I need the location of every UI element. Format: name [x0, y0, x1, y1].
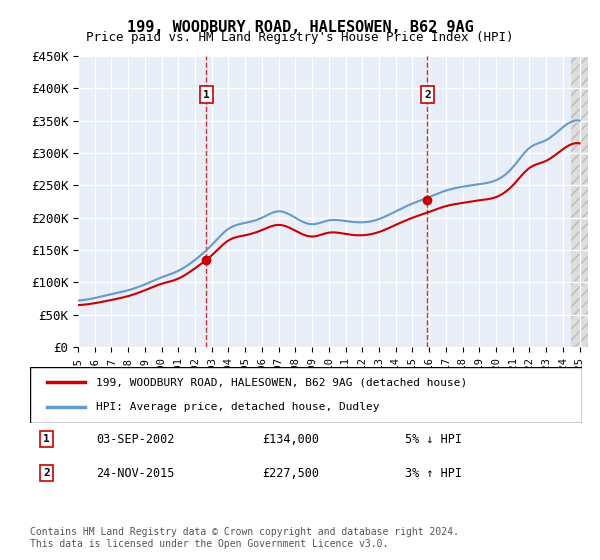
Text: Contains HM Land Registry data © Crown copyright and database right 2024.
This d: Contains HM Land Registry data © Crown c… — [30, 527, 459, 549]
Text: 1: 1 — [43, 434, 50, 444]
Text: 2: 2 — [424, 90, 431, 100]
Text: 5% ↓ HPI: 5% ↓ HPI — [406, 432, 463, 446]
Text: 199, WOODBURY ROAD, HALESOWEN, B62 9AG (detached house): 199, WOODBURY ROAD, HALESOWEN, B62 9AG (… — [96, 377, 467, 388]
Text: 03-SEP-2002: 03-SEP-2002 — [96, 432, 175, 446]
Text: 24-NOV-2015: 24-NOV-2015 — [96, 466, 175, 480]
FancyBboxPatch shape — [30, 367, 582, 423]
Text: 199, WOODBURY ROAD, HALESOWEN, B62 9AG: 199, WOODBURY ROAD, HALESOWEN, B62 9AG — [127, 20, 473, 35]
Text: Price paid vs. HM Land Registry's House Price Index (HPI): Price paid vs. HM Land Registry's House … — [86, 31, 514, 44]
Text: £227,500: £227,500 — [262, 466, 319, 480]
Text: 1: 1 — [203, 90, 209, 100]
Text: HPI: Average price, detached house, Dudley: HPI: Average price, detached house, Dudl… — [96, 402, 380, 412]
Bar — [571, 56, 588, 347]
Text: 3% ↑ HPI: 3% ↑ HPI — [406, 466, 463, 480]
Text: £134,000: £134,000 — [262, 432, 319, 446]
Text: 2: 2 — [43, 468, 50, 478]
